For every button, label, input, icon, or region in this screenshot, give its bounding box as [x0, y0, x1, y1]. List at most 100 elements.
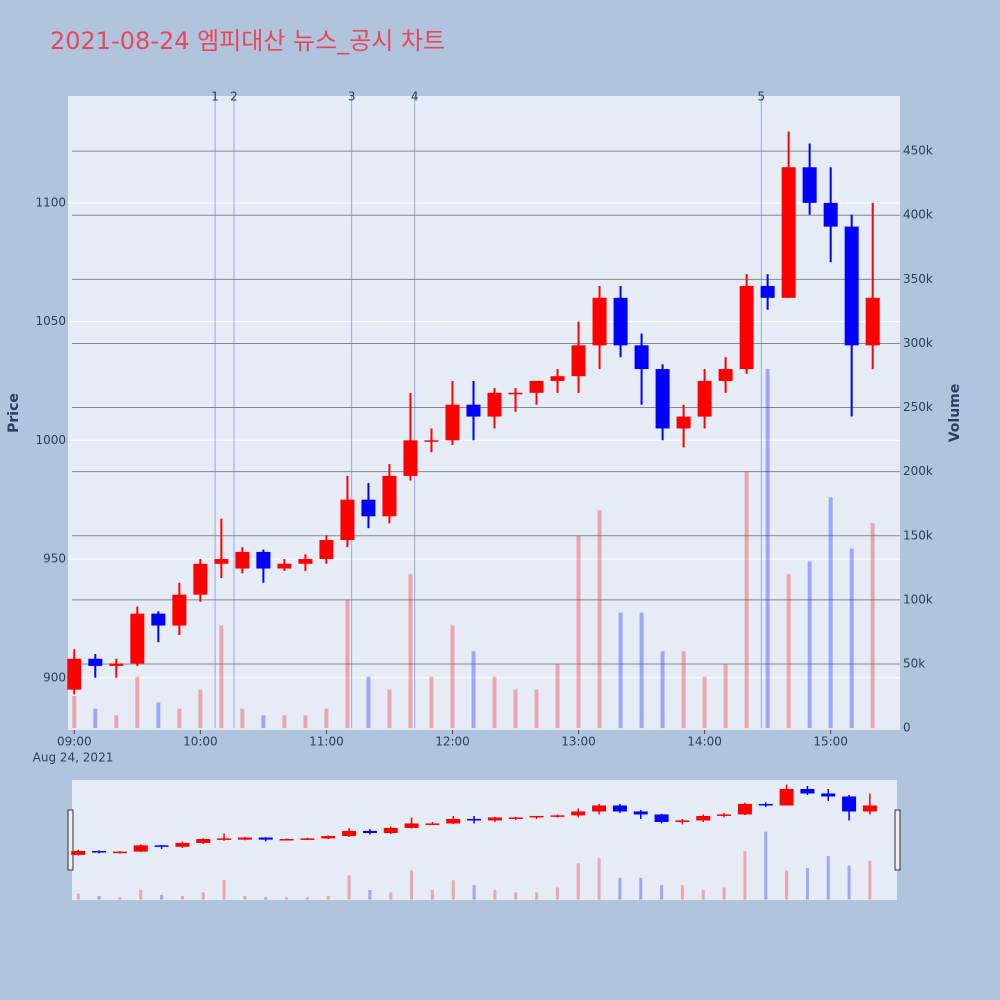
candle-body	[445, 404, 460, 441]
candle-body	[424, 440, 439, 442]
volume-bar	[156, 702, 161, 729]
candle-body	[151, 613, 166, 626]
candle-body	[403, 440, 418, 476]
volume-bar	[681, 651, 686, 729]
mini-volume-bar	[680, 885, 684, 900]
volume-bar	[744, 471, 749, 729]
range-slider[interactable]	[72, 780, 897, 900]
mini-candle-body	[675, 820, 690, 822]
mini-candle-body	[404, 823, 419, 828]
candle-body	[508, 392, 523, 395]
volume-bar	[660, 651, 665, 729]
mini-volume-bar	[285, 897, 289, 900]
volume-bar	[387, 689, 392, 729]
volume-bar	[555, 663, 560, 729]
candle-body	[487, 392, 502, 417]
candle-body	[865, 297, 880, 346]
y-axis-title: Price	[6, 393, 22, 433]
mini-candle-body	[258, 837, 273, 840]
volume-bar	[828, 497, 833, 729]
candle-body	[634, 345, 649, 370]
mini-volume-bar	[243, 895, 247, 900]
mini-candle-body	[508, 817, 523, 819]
volume-bar	[408, 574, 413, 729]
mini-volume-bar	[160, 894, 164, 900]
y-tick-label: 1050	[35, 314, 66, 328]
mini-candle-body	[529, 815, 544, 818]
news-label: 4	[411, 90, 419, 104]
mini-candle-body	[383, 827, 398, 834]
y2-tick-label: 100k	[903, 592, 933, 606]
y2-tick-label: 200k	[903, 464, 933, 478]
mini-candle-body	[92, 851, 107, 853]
mini-volume-bar	[389, 892, 393, 900]
volume-bar	[702, 676, 707, 729]
volume-bar	[366, 676, 371, 729]
mini-candle-body	[342, 830, 357, 837]
slider-handle[interactable]	[67, 809, 74, 871]
candle-body	[697, 380, 712, 417]
candle-body	[88, 658, 103, 666]
volume-bar	[177, 708, 182, 729]
mini-candle-body	[592, 805, 607, 812]
mini-volume-bar	[701, 889, 705, 900]
y2-tick-label: 350k	[903, 272, 933, 286]
y2-tick-label: 150k	[903, 528, 933, 542]
mini-candle-body	[154, 845, 169, 847]
mini-volume-bar	[368, 889, 372, 900]
candle-body	[235, 551, 250, 569]
mini-volume-bar	[76, 893, 80, 900]
volume-bar	[450, 625, 455, 729]
mini-volume-bar	[514, 892, 518, 900]
volume-bar	[72, 696, 77, 729]
y2-tick-label: 50k	[903, 656, 925, 670]
y-tick-label: 1000	[35, 433, 66, 447]
mini-candle-body	[612, 805, 627, 812]
volume-bar	[597, 510, 602, 729]
candle-body	[361, 499, 376, 517]
mini-volume-bar	[347, 875, 351, 900]
mini-candle-body	[237, 837, 252, 840]
mini-candle-body	[758, 803, 773, 806]
mini-volume-bar	[201, 892, 205, 900]
candle-body	[760, 285, 775, 298]
plot-area	[68, 96, 900, 730]
volume-bar	[870, 522, 875, 729]
volume-bar	[807, 561, 812, 729]
x-tick-label: 09:00	[57, 735, 92, 749]
candle-body	[823, 202, 838, 227]
candle-body	[277, 563, 292, 569]
candle-body	[676, 416, 691, 429]
mini-volume-bar	[180, 895, 184, 900]
mini-volume-bar	[305, 897, 309, 900]
y2-tick-label: 400k	[903, 208, 933, 222]
candle-body	[529, 380, 544, 393]
candle-body	[844, 226, 859, 346]
mini-volume-bar	[264, 897, 268, 900]
mini-volume-bar	[722, 887, 726, 900]
candle-body	[550, 376, 565, 381]
slider-handle[interactable]	[894, 809, 901, 871]
volume-bar	[93, 708, 98, 729]
candle-body	[130, 613, 145, 664]
mini-volume-bar	[97, 895, 101, 900]
y-tick-label: 1100	[35, 195, 66, 209]
news-label: 1	[211, 90, 219, 104]
mini-candle-body	[175, 842, 190, 847]
news-label: 3	[348, 90, 356, 104]
mini-candle-body	[779, 788, 794, 806]
mini-volume-bar	[222, 880, 226, 900]
mini-candle-body	[362, 830, 377, 834]
mini-volume-bar	[472, 885, 476, 900]
chart-title: 2021-08-24 엠피대산 뉴스_공시 차트	[50, 27, 445, 55]
volume-bar	[639, 612, 644, 729]
volume-bar	[492, 676, 497, 729]
mini-candle-body	[862, 805, 877, 812]
x-tick-label: 10:00	[183, 735, 218, 749]
candle-body	[739, 285, 754, 370]
mini-volume-bar	[805, 868, 809, 900]
mini-volume-bar	[639, 877, 643, 900]
mini-candle-body	[821, 793, 836, 797]
mini-candle-body	[217, 838, 232, 840]
